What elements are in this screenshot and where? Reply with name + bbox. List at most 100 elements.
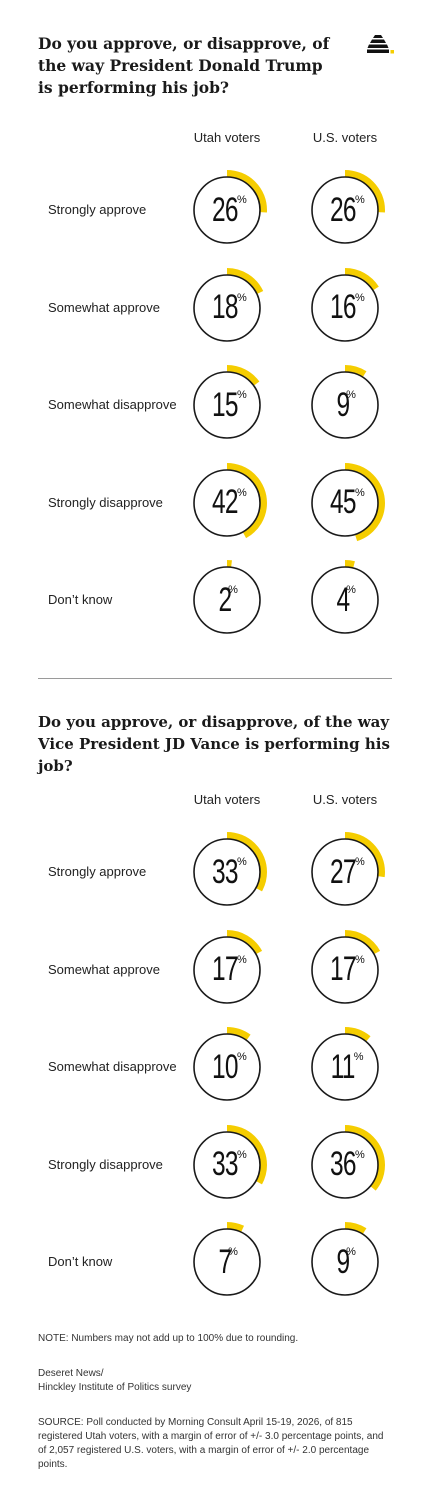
donut-cell: 16%	[305, 267, 385, 348]
percent-sign: %	[237, 856, 247, 868]
value-arc	[305, 1222, 385, 1302]
donut-ring	[311, 1228, 379, 1296]
donut-ring	[193, 273, 261, 342]
value-number: 16	[330, 288, 357, 326]
value-number: 17	[330, 950, 357, 988]
donut-ring	[193, 1228, 261, 1296]
value-label: 42%	[187, 463, 267, 543]
donut-cell: 33%	[187, 1124, 267, 1205]
value-arc	[187, 365, 267, 445]
donut-ring	[311, 1130, 379, 1199]
value-number: 9	[336, 385, 351, 424]
row-label: Don’t know	[48, 592, 113, 607]
survey-credit: Deseret News/ Hinckley Institute of Poli…	[38, 1367, 390, 1395]
donut-ring	[193, 935, 261, 1004]
donut-cell: 9%	[305, 365, 385, 445]
column-header: Utah voters	[193, 130, 261, 145]
value-arc	[187, 929, 267, 1010]
donut-chart	[187, 365, 267, 445]
donut-cell: 11%	[305, 1027, 385, 1107]
rounding-note: NOTE: Numbers may not add up to 100% due…	[38, 1333, 299, 1344]
donut-cell: 26%	[187, 170, 267, 250]
percent-sign: %	[346, 584, 356, 596]
value-label: 27%	[305, 832, 385, 912]
column-header: U.S. voters	[312, 792, 378, 807]
donut-ring	[311, 566, 379, 634]
source-note: SOURCE: Poll conducted by Morning Consul…	[38, 1417, 384, 1470]
donut-cell: 42%	[187, 462, 267, 543]
donut-ring	[193, 1130, 261, 1199]
donut-chart	[305, 365, 385, 445]
percent-sign: %	[237, 389, 247, 401]
credit-line-2: Hinckley Institute of Politics survey	[38, 1382, 192, 1393]
value-label: 15%	[187, 365, 267, 445]
donut-cell: 17%	[305, 929, 385, 1010]
beehive-icon	[367, 35, 394, 54]
donut-ring	[193, 1033, 261, 1101]
donut-chart	[187, 560, 267, 640]
donut-chart	[305, 1222, 385, 1302]
value-arc	[305, 170, 385, 250]
value-number: 2	[218, 580, 233, 619]
percent-sign: %	[237, 953, 247, 966]
value-label: 17%	[187, 930, 267, 1010]
percent-sign: %	[237, 1148, 247, 1161]
donut-chart	[187, 832, 267, 912]
row-label: Somewhat approve	[48, 961, 161, 977]
donut-chart	[305, 560, 385, 640]
donut-chart	[187, 170, 267, 250]
value-label: 9%	[305, 1222, 385, 1302]
value-label: 11%	[305, 1027, 385, 1107]
donut-cell: 10%	[187, 1027, 267, 1107]
value-label: 17%	[305, 930, 385, 1010]
value-arc	[305, 1027, 385, 1107]
value-number: 15	[212, 385, 239, 424]
value-arc	[187, 1027, 267, 1107]
donut-cell: 27%	[305, 832, 385, 912]
value-label: 7%	[187, 1222, 267, 1302]
value-number: 42	[212, 483, 239, 521]
donut-chart	[305, 929, 385, 1010]
donut-chart	[305, 267, 385, 348]
value-number: 7	[218, 1242, 233, 1281]
row-label: Don’t know	[48, 1254, 113, 1269]
value-label: 10%	[187, 1027, 267, 1107]
row-label: Strongly disapprove	[48, 1156, 163, 1172]
donut-ring	[311, 371, 379, 439]
donut-chart	[305, 462, 385, 543]
percent-sign: %	[237, 1051, 247, 1063]
donut-cell: 26%	[305, 170, 385, 250]
value-arc	[305, 462, 385, 543]
donut-ring	[311, 176, 379, 244]
value-arc	[305, 365, 385, 445]
column-header: U.S. voters	[312, 130, 378, 145]
donut-ring	[193, 838, 261, 906]
donut-chart	[305, 832, 385, 912]
donut-ring	[193, 176, 261, 244]
percent-sign: %	[355, 291, 365, 304]
donut-chart	[187, 462, 267, 543]
percent-sign: %	[353, 1051, 364, 1063]
percent-sign: %	[346, 1246, 356, 1258]
donut-cell: 17%	[187, 929, 267, 1010]
row-label: Somewhat disapprove	[48, 1059, 177, 1074]
donut-cell: 2%	[187, 560, 267, 640]
value-number: 26	[212, 190, 239, 229]
percent-sign: %	[355, 486, 365, 499]
percent-sign: %	[355, 1148, 365, 1161]
value-number: 45	[330, 483, 357, 521]
row-label: Strongly approve	[48, 864, 147, 879]
value-arc	[187, 560, 267, 640]
donut-chart	[187, 267, 267, 348]
value-label: 33%	[187, 832, 267, 912]
value-number: 9	[336, 1242, 351, 1281]
donut-chart	[305, 1027, 385, 1107]
value-number: 10	[212, 1047, 239, 1086]
value-arc	[187, 832, 267, 912]
value-arc	[305, 832, 385, 912]
row-label: Strongly disapprove	[48, 494, 163, 510]
value-arc	[305, 929, 385, 1010]
donut-cell: 33%	[187, 832, 267, 912]
percent-sign: %	[355, 194, 365, 206]
donut-ring	[311, 935, 379, 1004]
